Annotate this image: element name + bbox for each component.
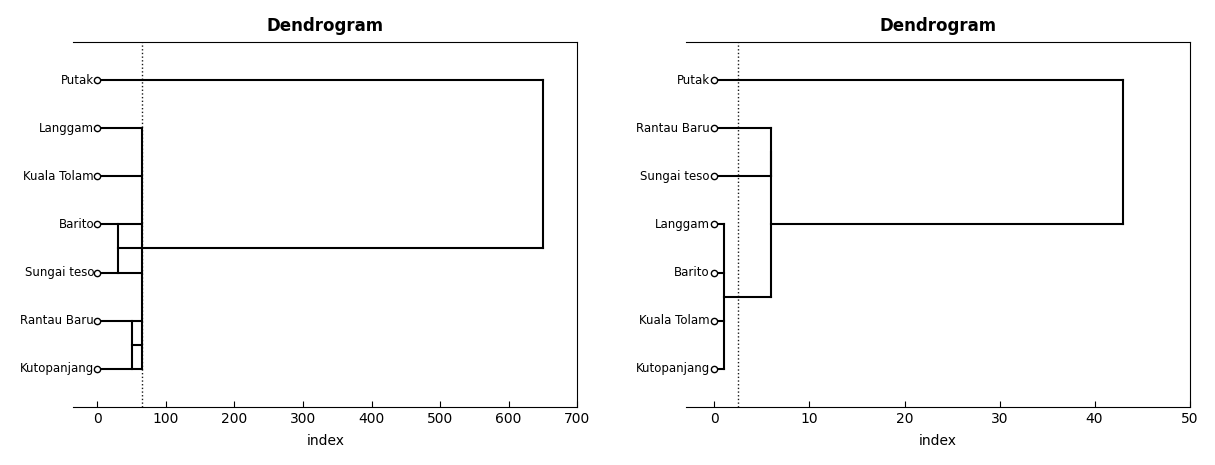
Text: Kutopanjang: Kutopanjang (635, 362, 710, 375)
Text: Putak: Putak (61, 74, 94, 87)
Text: Barito: Barito (58, 218, 94, 231)
Text: Langgam: Langgam (655, 218, 710, 231)
Text: Kuala Tolam: Kuala Tolam (639, 314, 710, 327)
Text: Rantau Baru: Rantau Baru (635, 122, 710, 135)
X-axis label: index: index (919, 434, 956, 448)
Text: Putak: Putak (677, 74, 710, 87)
Title: Dendrogram: Dendrogram (267, 17, 384, 35)
Text: Sungai teso: Sungai teso (640, 170, 710, 183)
Text: Kutopanjang: Kutopanjang (19, 362, 94, 375)
Text: Rantau Baru: Rantau Baru (21, 314, 94, 327)
Text: Langgam: Langgam (39, 122, 94, 135)
Text: Kuala Tolam: Kuala Tolam (23, 170, 94, 183)
Text: Sungai teso: Sungai teso (24, 266, 94, 279)
X-axis label: index: index (306, 434, 344, 448)
Title: Dendrogram: Dendrogram (880, 17, 996, 35)
Text: Barito: Barito (674, 266, 710, 279)
